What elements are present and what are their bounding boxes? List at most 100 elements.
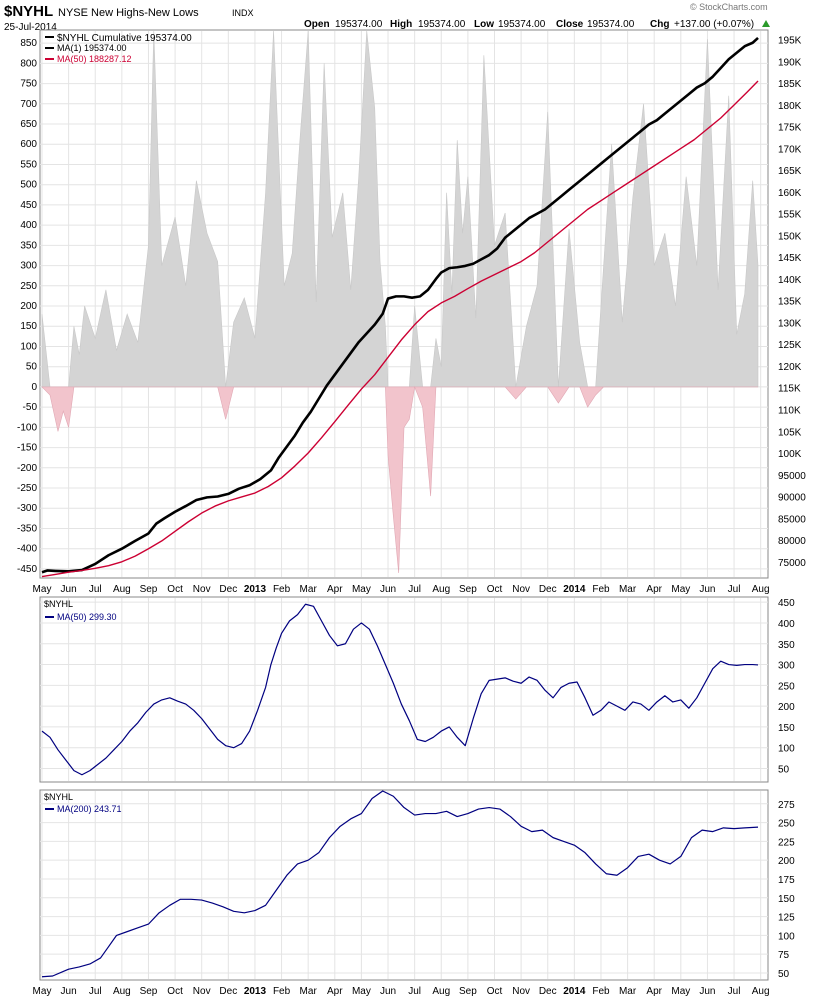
left-y-tick-label: 200 bbox=[20, 301, 37, 312]
x-tick-label: Dec bbox=[539, 986, 557, 997]
middle-y-tick-label: 350 bbox=[778, 640, 795, 651]
x-tick-label: Apr bbox=[646, 986, 662, 997]
right-y-tick-label: 125K bbox=[778, 340, 802, 351]
x-tick-label: 2014 bbox=[563, 986, 586, 997]
left-y-tick-label: 500 bbox=[20, 180, 37, 191]
x-tick-label: Jul bbox=[408, 584, 421, 595]
right-y-tick-label: 115K bbox=[778, 384, 801, 395]
right-y-tick-label: 190K bbox=[778, 57, 802, 68]
x-tick-label: Sep bbox=[140, 986, 158, 997]
x-tick-label: Sep bbox=[140, 584, 158, 595]
cumulative-line bbox=[41, 36, 759, 574]
x-tick-label: May bbox=[33, 986, 52, 997]
grid-layer bbox=[40, 31, 768, 979]
x-tick-label: Apr bbox=[646, 584, 662, 595]
x-tick-label: Nov bbox=[193, 584, 211, 595]
bottom-y-tick-label: 175 bbox=[778, 875, 795, 886]
right-y-tick-label: 135K bbox=[778, 297, 802, 308]
chart-symbol: $NYHL bbox=[4, 3, 53, 20]
left-y-tick-label: -300 bbox=[17, 503, 37, 514]
right-y-tick-label: 105K bbox=[778, 427, 802, 438]
left-y-tick-label: 300 bbox=[20, 261, 37, 272]
right-y-tick-label: 80000 bbox=[778, 536, 806, 547]
left-y-tick-label: 50 bbox=[26, 362, 38, 373]
x-tick-label: Jul bbox=[728, 986, 741, 997]
x-tick-label: Jul bbox=[728, 584, 741, 595]
series-layer bbox=[41, 36, 759, 978]
ma50-indicator-line bbox=[41, 603, 759, 776]
right-y-tick-label: 85000 bbox=[778, 514, 806, 525]
x-tick-label: Jul bbox=[89, 986, 102, 997]
high-value: 195374.00 bbox=[418, 19, 466, 30]
bottom-y-tick-label: 100 bbox=[778, 931, 795, 942]
middle-panel-frame bbox=[39, 596, 769, 783]
x-tick-label: Oct bbox=[167, 584, 183, 595]
right-y-tick-label: 155K bbox=[778, 210, 802, 221]
daily-negative-area bbox=[41, 385, 759, 573]
x-tick-label: May bbox=[352, 986, 371, 997]
x-tick-label: Oct bbox=[167, 986, 183, 997]
right-y-tick-label: 175K bbox=[778, 123, 802, 134]
low-value: 195374.00 bbox=[498, 19, 546, 30]
open-label: Open bbox=[304, 19, 330, 30]
left-y-tick-label: -450 bbox=[17, 564, 37, 575]
x-tick-label: Nov bbox=[193, 986, 211, 997]
bottom-y-tick-label: 150 bbox=[778, 894, 795, 905]
daily-positive-area bbox=[41, 30, 759, 388]
right-y-tick-label: 160K bbox=[778, 188, 802, 199]
left-y-tick-label: 650 bbox=[20, 119, 37, 130]
main-panel-frame bbox=[39, 29, 769, 579]
right-y-tick-label: 185K bbox=[778, 79, 802, 90]
x-tick-label: Aug bbox=[752, 584, 770, 595]
right-y-tick-label: 165K bbox=[778, 166, 802, 177]
close-label: Close bbox=[556, 19, 584, 30]
x-tick-label: Feb bbox=[592, 584, 610, 595]
right-y-tick-label: 120K bbox=[778, 362, 802, 373]
right-y-tick-label: 90000 bbox=[778, 493, 806, 504]
x-tick-label: Mar bbox=[619, 986, 637, 997]
left-y-tick-label: -400 bbox=[17, 544, 37, 555]
x-tick-label: May bbox=[671, 584, 690, 595]
bottom-y-tick-label: 75 bbox=[778, 950, 790, 961]
legend-ma50: MA(50) 188287.12 bbox=[57, 54, 132, 64]
chg-label: Chg bbox=[650, 19, 669, 30]
right-y-tick-label: 140K bbox=[778, 275, 802, 286]
open-value: 195374.00 bbox=[335, 19, 383, 30]
x-tick-label: Mar bbox=[300, 986, 318, 997]
right-y-tick-label: 130K bbox=[778, 318, 802, 329]
x-tick-label: Jun bbox=[61, 584, 77, 595]
legend-ma200: MA(200) 243.71 bbox=[57, 804, 122, 814]
left-y-tick-label: 450 bbox=[20, 200, 37, 211]
left-y-tick-label: 550 bbox=[20, 159, 37, 170]
x-tick-label: Aug bbox=[432, 584, 450, 595]
left-y-tick-label: -50 bbox=[23, 402, 38, 413]
right-y-tick-label: 95000 bbox=[778, 471, 806, 482]
left-y-tick-label: 700 bbox=[20, 99, 37, 110]
close-value: 195374.00 bbox=[587, 19, 635, 30]
middle-y-tick-label: 150 bbox=[778, 723, 795, 734]
right-y-tick-label: 145K bbox=[778, 253, 802, 264]
x-tick-label: Oct bbox=[487, 584, 503, 595]
left-y-tick-label: 850 bbox=[20, 38, 37, 49]
x-tick-label: Sep bbox=[459, 986, 477, 997]
legend-cumulative: $NYHL Cumulative 195374.00 bbox=[57, 33, 192, 44]
left-y-tick-label: -100 bbox=[17, 422, 37, 433]
x-tick-label: Feb bbox=[273, 986, 291, 997]
x-tick-label: Aug bbox=[113, 584, 131, 595]
middle-y-tick-label: 100 bbox=[778, 744, 795, 755]
bottom-y-tick-label: 225 bbox=[778, 837, 795, 848]
chart-date: 25-Jul-2014 bbox=[4, 22, 57, 33]
x-tick-label: Aug bbox=[432, 986, 450, 997]
ohlc-bar: Open 195374.00 High 195374.00 Low 195374… bbox=[304, 19, 754, 30]
x-tick-label: Feb bbox=[273, 584, 291, 595]
x-tick-label: Apr bbox=[327, 584, 343, 595]
right-y-tick-label: 75000 bbox=[778, 558, 806, 569]
daily-area-layer bbox=[41, 30, 759, 573]
ma50-line bbox=[41, 80, 759, 578]
x-tick-label: Nov bbox=[512, 584, 530, 595]
high-label: High bbox=[390, 19, 412, 30]
x-tick-label: Jun bbox=[380, 584, 396, 595]
x-tick-label: Apr bbox=[327, 986, 343, 997]
left-y-tick-label: -350 bbox=[17, 523, 37, 534]
bottom-y-tick-label: 250 bbox=[778, 819, 795, 830]
